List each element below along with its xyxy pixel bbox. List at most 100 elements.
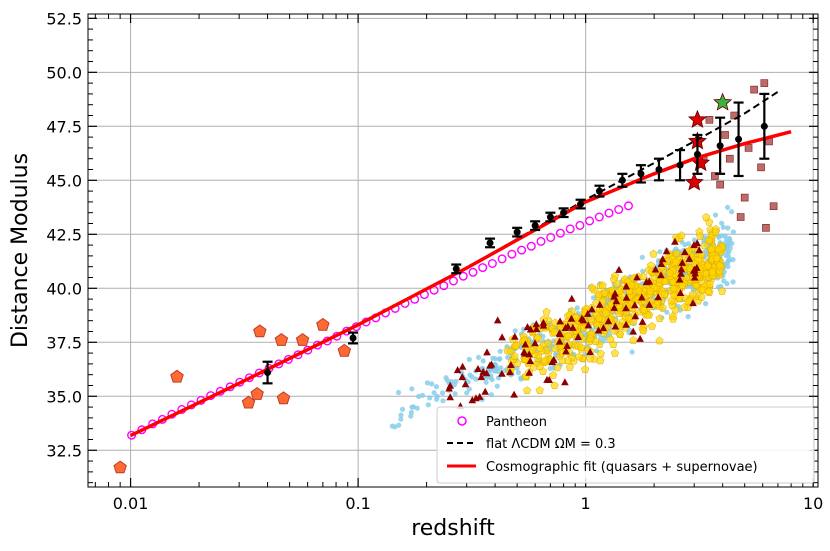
square-marker	[760, 79, 769, 87]
quasar-point-yellow	[716, 261, 725, 270]
grb-triangle-point	[531, 339, 539, 347]
pantheon-point	[449, 276, 459, 286]
legend-cosmo-label: Cosmographic fit (quasars + supernovae)	[486, 460, 758, 475]
quasar-point-blue	[703, 301, 709, 307]
quasar-point-yellow	[610, 348, 620, 357]
quasar-point-blue	[396, 422, 402, 428]
grb-triangle-point	[521, 340, 530, 348]
quasar-point-yellow	[511, 341, 520, 350]
grb-triangle-point	[584, 309, 592, 317]
quasar-point-yellow	[606, 334, 615, 343]
pentagon-marker	[170, 369, 184, 383]
grb-triangle-point	[645, 300, 654, 308]
grb-triangle-point	[675, 275, 684, 283]
quasar-point-yellow	[671, 257, 681, 266]
quasar-point-blue	[629, 349, 635, 355]
legend-pantheon-label: Pantheon	[486, 415, 547, 430]
quasar-point-yellow	[594, 290, 603, 298]
binned-point	[595, 187, 603, 195]
grb-triangle-point	[481, 387, 489, 395]
legend-lcdm-label: flat ΛCDM ΩM = 0.3	[486, 437, 616, 452]
grb-triangle-point	[563, 341, 571, 349]
quasar-point-blue	[729, 209, 735, 215]
axis-ticks: 0.01 0.1 1 10 32.5 35.0 37.5 40.0 42.5 45.0 47.5 50…	[46, 9, 823, 513]
grb-triangle-point	[633, 273, 641, 281]
star-marker	[713, 92, 733, 111]
grb-triangle-point	[561, 324, 570, 331]
grb-triangle-point	[574, 333, 582, 340]
square-marker	[721, 131, 729, 139]
grb-triangle-point	[498, 369, 506, 377]
quasar-point-yellow	[529, 362, 538, 371]
quasar-point-yellow	[711, 227, 720, 236]
quasar-point-blue	[420, 392, 426, 398]
square-marker	[750, 85, 758, 94]
background-scatter-cloud	[389, 204, 737, 430]
y-tick-label: 32.5	[46, 441, 82, 460]
quasar-point-blue	[725, 263, 731, 270]
quasar-point-blue	[494, 383, 500, 389]
quasar-point-blue	[464, 390, 470, 396]
grb-triangle-point	[677, 269, 685, 277]
pentagon-marker	[276, 391, 291, 405]
quasar-point-blue	[483, 379, 489, 385]
grb-triangle-point	[611, 322, 620, 330]
quasar-point-blue	[452, 391, 458, 397]
quasar-point-blue	[424, 380, 430, 386]
pentagon-marker	[250, 386, 264, 400]
quasar-point-yellow	[523, 386, 532, 395]
quasar-point-blue	[398, 412, 404, 418]
quasar-point-blue	[498, 365, 504, 371]
pantheon-point	[624, 201, 634, 211]
quasar-point-yellow	[680, 302, 689, 311]
grb-triangle-point	[539, 318, 548, 326]
quasar-point-blue	[515, 369, 521, 376]
grb-triangle-point	[638, 317, 647, 325]
quasar-point-yellow	[593, 320, 602, 329]
grb-triangle-point	[507, 361, 515, 368]
binned-point	[577, 200, 585, 208]
grb-triangle-point	[651, 265, 660, 273]
y-axis-label: Distance Modulus	[8, 153, 33, 348]
grb-triangle-point	[526, 357, 535, 365]
grb-triangle-point	[654, 293, 662, 301]
quasar-point-blue	[725, 204, 731, 210]
grb-triangle-point	[657, 271, 665, 279]
quasar-point-blue	[640, 268, 646, 274]
square-marker	[769, 202, 778, 211]
x-tick-label: 0.01	[113, 494, 149, 513]
pantheon-point	[536, 236, 546, 246]
grb-triangle-point	[543, 375, 551, 383]
quasar-point-yellow	[655, 336, 664, 345]
grb-triangle-point	[562, 347, 570, 355]
binned-point	[264, 369, 272, 377]
quasar-point-blue	[427, 395, 433, 401]
grb-triangle-point	[483, 348, 491, 356]
quasar-point-yellow	[581, 365, 590, 373]
quasar-point-yellow	[535, 362, 544, 370]
binned-point	[618, 176, 626, 184]
quasar-point-yellow	[629, 335, 638, 344]
quasar-point-yellow	[550, 381, 559, 390]
y-tick-label: 52.5	[46, 9, 82, 28]
grb-triangle-point	[510, 390, 518, 398]
quasar-point-yellow	[640, 305, 649, 314]
grb-triangle-point	[594, 326, 603, 334]
grb-triangle-point	[689, 299, 697, 307]
pantheon-point	[604, 208, 614, 218]
grb-triangle-point	[584, 321, 593, 329]
pantheon-point	[585, 216, 595, 226]
quasar-point-yellow	[575, 352, 584, 361]
quasar-point-yellow	[669, 314, 678, 323]
y-tick-label: 40.0	[46, 279, 82, 298]
grb-triangle-point	[588, 305, 596, 313]
quasar-point-blue	[726, 249, 732, 255]
grb-triangle-point	[532, 325, 541, 333]
pentagon-marker	[337, 343, 352, 357]
pentagon-marker	[113, 460, 127, 474]
quasar-point-yellow	[667, 296, 676, 305]
quasar-point-blue	[730, 229, 737, 235]
pentagon-marker	[295, 332, 310, 346]
square-marker	[705, 116, 714, 124]
